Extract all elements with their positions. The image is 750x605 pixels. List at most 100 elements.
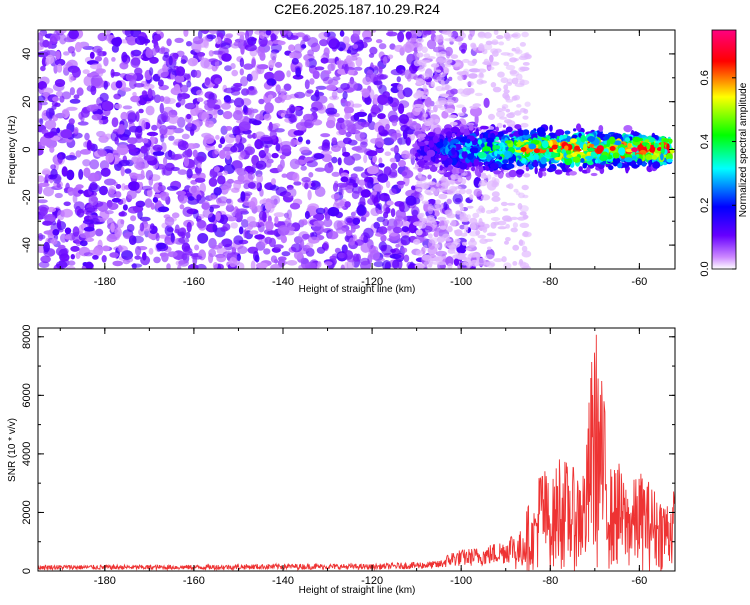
speckle-blob	[177, 140, 189, 151]
signal-blob	[502, 124, 506, 128]
speckle-blob	[159, 252, 167, 257]
speckle-blob	[184, 102, 197, 110]
speckle-blob	[399, 202, 405, 212]
speckle-blob	[65, 155, 77, 161]
signal-blob	[587, 136, 596, 142]
speckle-blob	[504, 240, 509, 245]
speckle-blob	[102, 51, 107, 56]
speckle-blob	[51, 238, 58, 245]
speckle-blob	[120, 111, 128, 121]
speckle-blob	[515, 73, 523, 81]
speckle-blob	[239, 57, 245, 68]
speckle-blob	[98, 119, 104, 125]
speckle-blob	[424, 96, 432, 108]
speckle-blob	[100, 167, 111, 177]
speckle-blob	[248, 107, 255, 119]
speckle-blob	[84, 132, 90, 141]
speckle-blob	[288, 226, 295, 231]
speckle-blob	[54, 102, 61, 108]
speckle-blob	[378, 66, 383, 74]
speckle-blob	[367, 165, 379, 175]
snr-y-tick-label: 0	[21, 568, 33, 574]
signal-blob	[508, 169, 517, 178]
signal-blob	[536, 127, 546, 135]
speckle-blob	[438, 193, 448, 200]
speckle-blob	[501, 215, 512, 222]
speckle-blob	[394, 44, 404, 53]
speckle-blob	[483, 32, 492, 39]
speckle-blob	[443, 66, 448, 70]
signal-blob	[495, 136, 500, 141]
speckle-blob	[500, 52, 511, 56]
speckle-blob	[226, 198, 234, 207]
signal-blob	[636, 153, 640, 158]
speckle-blob	[405, 137, 411, 146]
colorbar-label: Normalized spectral amplitude	[738, 82, 749, 217]
speckle-blob	[457, 75, 464, 81]
speckle-blob	[174, 37, 184, 44]
speckle-blob	[160, 142, 167, 153]
speckle-blob	[327, 161, 333, 168]
speckle-blob	[378, 157, 383, 165]
speckle-blob	[111, 117, 119, 128]
speckle-blob	[308, 172, 314, 178]
speckle-blob	[411, 185, 416, 191]
speckle-blob	[258, 150, 267, 159]
speckle-blob	[75, 252, 81, 259]
speckle-blob	[278, 260, 288, 266]
speckle-blob	[270, 51, 277, 61]
speckle-blob	[277, 225, 290, 236]
speckle-blob	[130, 57, 140, 68]
speckle-blob	[447, 114, 458, 119]
speckle-blob	[491, 191, 500, 198]
speckle-blob	[270, 264, 282, 269]
speckle-blob	[490, 82, 497, 88]
speckle-blob	[159, 191, 170, 198]
speckle-blob	[391, 119, 398, 127]
speckle-blob	[135, 245, 142, 256]
signal-blob	[587, 147, 595, 152]
speckle-blob	[468, 33, 473, 41]
speckle-blob	[397, 31, 405, 43]
speckle-blob	[142, 251, 147, 261]
speckle-blob	[427, 181, 436, 186]
speckle-blob	[307, 189, 312, 201]
speckle-blob	[171, 154, 183, 160]
speckle-blob	[255, 205, 263, 213]
speckle-blob	[238, 121, 251, 132]
speckle-blob	[360, 121, 370, 128]
speckle-blob	[435, 199, 441, 205]
speckle-blob	[402, 42, 415, 53]
signal-blob	[564, 130, 571, 135]
speckle-blob	[230, 222, 238, 229]
speckle-blob	[331, 90, 338, 100]
speckle-blob	[324, 70, 332, 75]
snr-plot-area	[38, 334, 675, 571]
speckle-blob	[447, 263, 453, 269]
speckle-blob	[38, 31, 44, 42]
speckle-blob	[300, 165, 307, 171]
speckle-blob	[223, 170, 228, 176]
speckle-blob	[45, 54, 55, 65]
speckle-blob	[239, 34, 245, 44]
speckle-blob	[270, 33, 277, 43]
speckle-blob	[56, 90, 63, 97]
speckle-blob	[372, 155, 377, 163]
speckle-blob	[345, 111, 352, 119]
speckle-blob	[243, 105, 248, 113]
speckle-blob	[427, 174, 432, 180]
speckle-blob	[506, 184, 511, 188]
speckle-blob	[247, 224, 254, 230]
speckle-blob	[43, 241, 50, 253]
speckle-blob	[444, 63, 452, 68]
speckle-blob	[518, 240, 526, 246]
signal-blob	[477, 139, 482, 145]
speckle-blob	[147, 88, 153, 99]
speckle-blob	[104, 178, 116, 186]
speckle-blob	[224, 133, 235, 144]
speckle-blob	[192, 210, 199, 219]
speckle-blob	[72, 226, 80, 237]
signal-blob	[493, 145, 501, 150]
speckle-blob	[344, 261, 349, 269]
speckle-blob	[401, 171, 408, 176]
